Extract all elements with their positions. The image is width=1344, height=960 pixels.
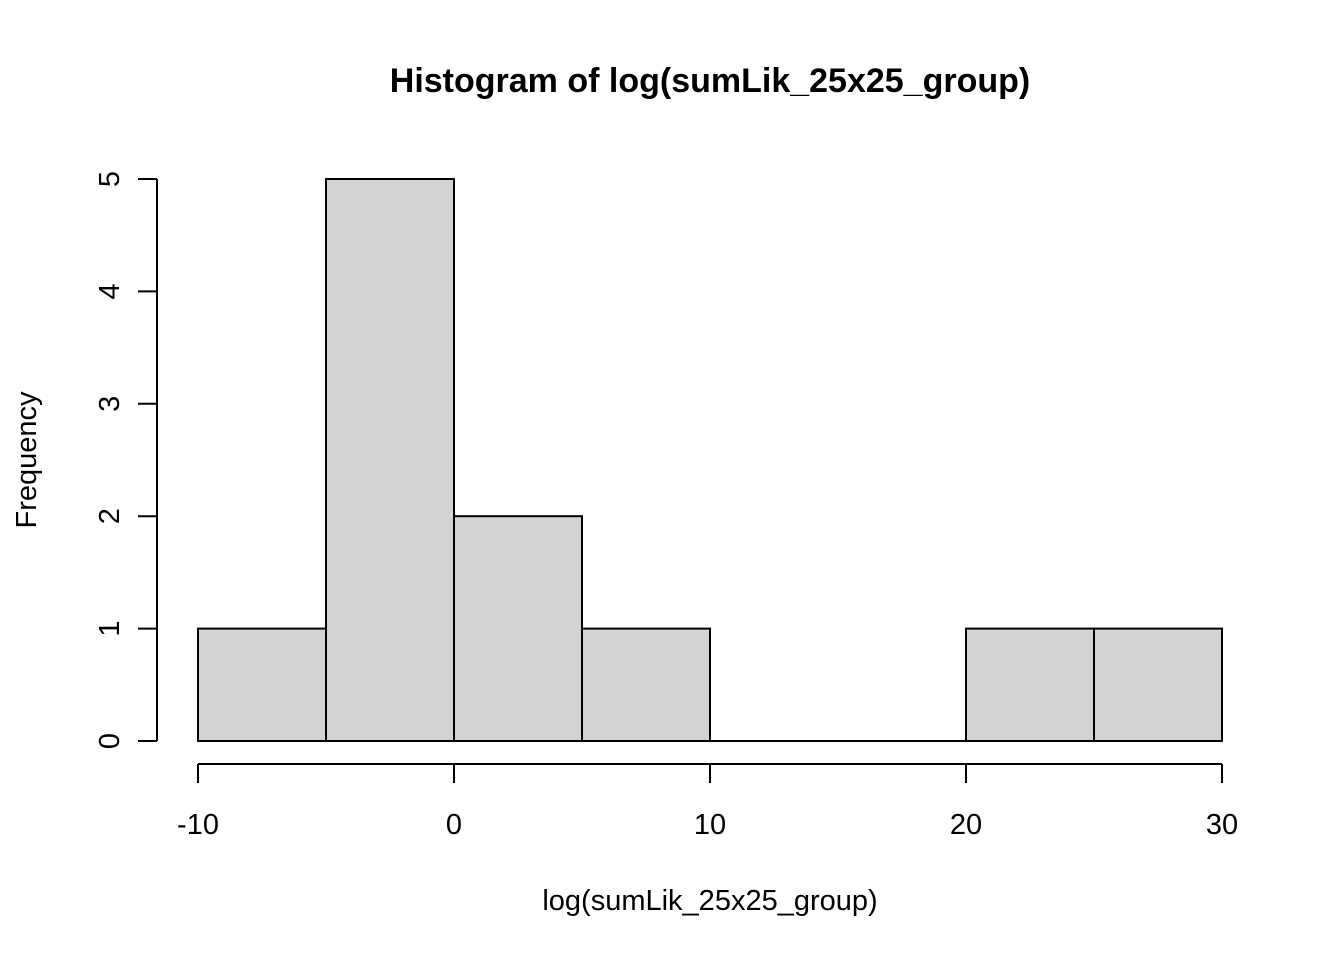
x-tick-label: -10: [177, 809, 219, 841]
y-tick-label: 3: [94, 396, 126, 412]
y-tick-label: 1: [94, 621, 126, 637]
histogram-bar: [965, 627, 1095, 742]
x-axis-label: log(sumLik_25x25_group): [542, 885, 877, 917]
histogram-bar: [1093, 627, 1223, 742]
y-tick-label: 0: [94, 733, 126, 749]
x-tick-label: 10: [694, 809, 726, 841]
y-tick-label: 4: [94, 283, 126, 299]
chart-title: Histogram of log(sumLik_25x25_group): [390, 62, 1030, 100]
x-tick-label: 20: [950, 809, 982, 841]
histogram-bar: [325, 178, 455, 742]
histogram-bar: [581, 627, 711, 742]
x-tick-label: 0: [446, 809, 462, 841]
y-tick-label: 5: [94, 171, 126, 187]
y-axis: 0 1 2 3 4 5: [94, 171, 158, 749]
x-tick-label: 30: [1206, 809, 1238, 841]
histogram-bar: [453, 515, 583, 743]
y-axis-label: Frequency: [11, 391, 43, 529]
histogram-bars: [197, 178, 1223, 743]
x-axis: -10 0 10 20 30: [177, 763, 1238, 841]
histogram-bar: [197, 627, 327, 742]
y-tick-label: 2: [94, 508, 126, 524]
